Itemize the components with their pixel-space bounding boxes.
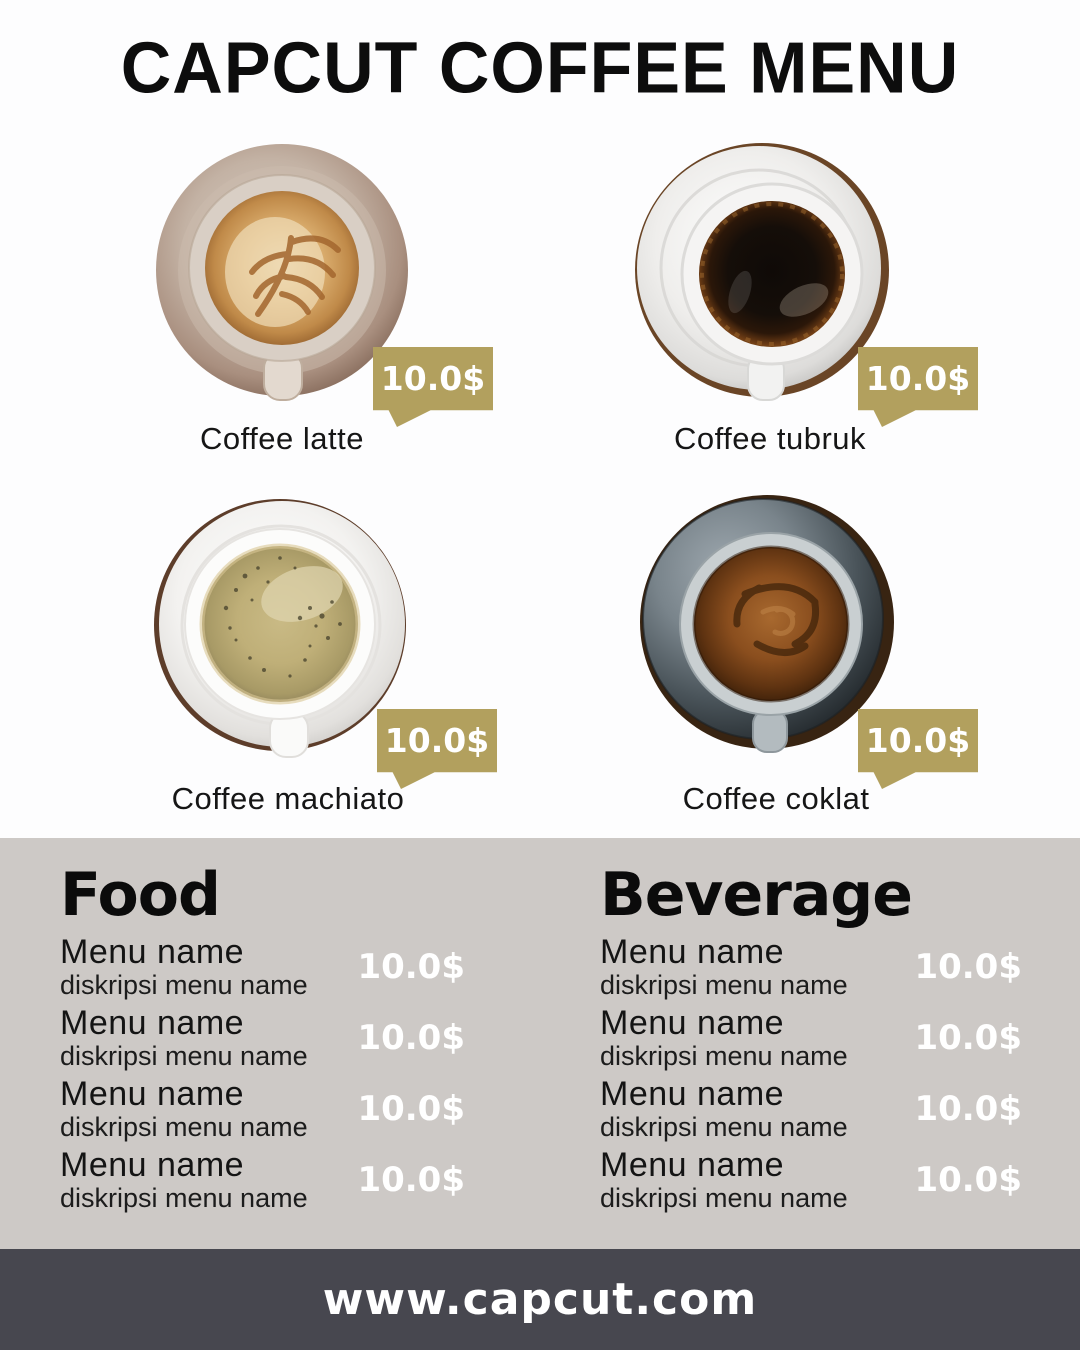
coffee-latte-photo [142,142,422,402]
menu-item-name: Menu name [60,1004,245,1042]
price-tag-tubruk: 10.0$ [858,347,978,427]
menu-row: Menu name diskripsi menu name 10.0$ [600,935,1022,999]
menu-item-desc: diskripsi menu name [600,970,848,1000]
menu-item-price: 10.0$ [357,947,465,987]
menu-item-price: 10.0$ [357,1160,465,1200]
menu-row: Menu name diskripsi menu name 10.0$ [600,1006,1022,1070]
menu-item-price: 10.0$ [914,947,1022,987]
food-heading: Food [60,860,221,930]
menu-item-desc: diskripsi menu name [600,1183,848,1213]
coffee-machiato-photo [140,498,420,758]
price-value: 10.0$ [380,359,486,398]
footer-bar: www.capcut.com [0,1249,1080,1350]
menu-row: Menu name diskripsi menu name 10.0$ [600,1148,1022,1212]
menu-row: Menu name diskripsi menu name 10.0$ [600,1077,1022,1141]
menu-row: Menu name diskripsi menu name 10.0$ [60,1077,465,1141]
menu-row: Menu name diskripsi menu name 10.0$ [60,935,465,999]
menu-item-desc: diskripsi menu name [600,1112,848,1142]
price-value: 10.0$ [384,721,490,760]
menu-item-name: Menu name [600,1146,785,1184]
website-url: www.capcut.com [322,1274,758,1325]
crema-coffee-top-view-image [154,499,406,758]
latte-top-view-image [156,144,408,401]
menu-item-desc: diskripsi menu name [60,970,308,1000]
menu-item-desc: diskripsi menu name [600,1041,848,1071]
price-tag-coklat: 10.0$ [858,709,978,789]
product-name-latte: Coffee latte [200,421,364,456]
menu-item-name: Menu name [60,1146,245,1184]
price-tag-machiato: 10.0$ [377,709,497,789]
menu-item-name: Menu name [60,1075,245,1113]
menu-item-name: Menu name [600,933,785,971]
menu-item-price: 10.0$ [357,1089,465,1129]
menu-item-name: Menu name [600,1004,785,1042]
menu-item-price: 10.0$ [914,1160,1022,1200]
menu-band: Food Menu name diskripsi menu name 10.0$… [0,838,1080,1249]
menu-item-desc: diskripsi menu name [60,1041,308,1071]
beverage-section: Beverage Menu name diskripsi menu name 1… [600,864,1022,1219]
price-value: 10.0$ [865,721,971,760]
menu-item-desc: diskripsi menu name [60,1183,308,1213]
product-name-tubruk: Coffee tubruk [673,421,867,456]
product-name-coklat: Coffee coklat [682,781,870,816]
menu-item-desc: diskripsi menu name [60,1112,308,1142]
food-section: Food Menu name diskripsi menu name 10.0$… [60,864,465,1219]
coffee-tubruk-photo [622,142,902,402]
menu-row: Menu name diskripsi menu name 10.0$ [60,1148,465,1212]
menu-item-price: 10.0$ [914,1089,1022,1129]
chocolate-coffee-top-view-image [640,495,894,753]
coffee-coklat-photo [625,494,905,754]
menu-item-name: Menu name [600,1075,785,1113]
product-name-machiato: Coffee machiato [171,781,405,816]
beverage-heading: Beverage [600,860,913,930]
menu-item-price: 10.0$ [914,1018,1022,1058]
menu-row: Menu name diskripsi menu name 10.0$ [60,1006,465,1070]
page-title: CAPCUT COFFEE MENU [120,27,960,109]
black-coffee-top-view-image [635,143,889,401]
price-value: 10.0$ [865,359,971,398]
menu-item-price: 10.0$ [357,1018,465,1058]
price-tag-latte: 10.0$ [373,347,493,427]
menu-item-name: Menu name [60,933,245,971]
